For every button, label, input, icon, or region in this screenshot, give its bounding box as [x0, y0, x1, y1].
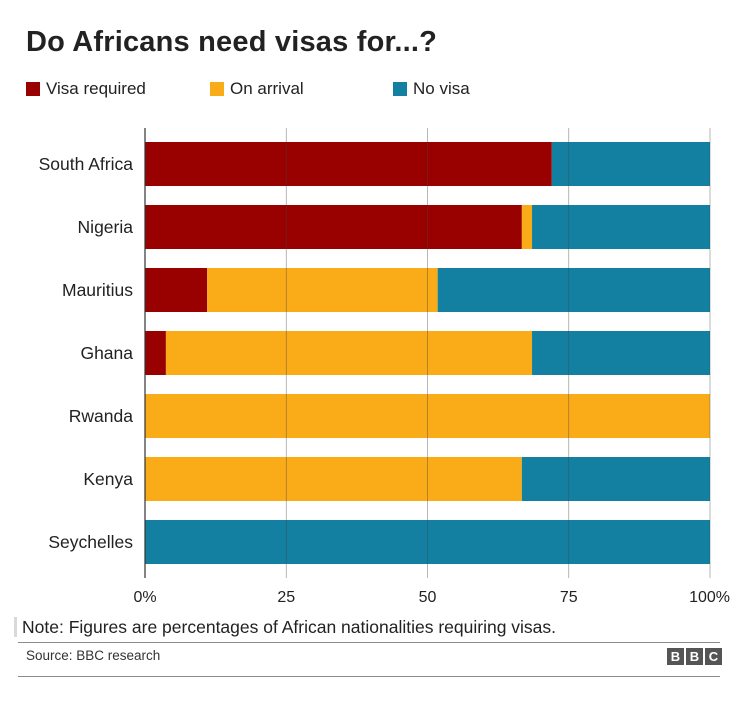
legend-label: No visa: [413, 79, 470, 98]
footer-rule-bottom: [18, 676, 720, 677]
bar-on-arrival: [145, 457, 522, 501]
x-tick-label: 100%: [689, 589, 730, 606]
bbc-logo: B B C: [667, 648, 722, 665]
y-tick-label: Seychelles: [48, 532, 133, 552]
x-tick-label: 50: [419, 589, 437, 606]
bar-no-visa: [521, 457, 710, 501]
legend-swatch: [210, 82, 224, 96]
chart-source: Source: BBC research: [26, 648, 161, 663]
bar-on-arrival: [521, 205, 533, 249]
y-tick-label: Kenya: [83, 469, 133, 489]
legend-item-no-visa: No visa: [393, 79, 470, 99]
chart-note: Note: Figures are percentages of African…: [22, 617, 557, 637]
legend-swatch: [393, 82, 407, 96]
y-tick-label: Rwanda: [69, 406, 133, 426]
note-marker: [14, 617, 17, 637]
bar-on-arrival: [165, 331, 533, 375]
bbc-logo-letter: B: [667, 648, 684, 665]
bar-visa-required: [145, 268, 208, 312]
bar-no-visa: [551, 142, 710, 186]
y-tick-label: Nigeria: [78, 217, 134, 237]
bar-no-visa: [532, 205, 710, 249]
y-tick-label: Mauritius: [62, 280, 133, 300]
bar-visa-required: [145, 142, 552, 186]
legend-swatch: [26, 82, 40, 96]
legend-label: Visa required: [46, 79, 146, 98]
bbc-logo-letter: C: [705, 648, 722, 665]
bbc-logo-letter: B: [686, 648, 703, 665]
bar-no-visa: [532, 331, 710, 375]
bar-visa-required: [145, 205, 522, 249]
x-tick-label: 25: [277, 589, 295, 606]
legend-item-on-arrival: On arrival: [210, 79, 304, 99]
legend-item-visa-required: Visa required: [26, 79, 146, 99]
x-tick-label: 0%: [133, 589, 156, 606]
x-tick-label: 75: [560, 589, 578, 606]
bar-on-arrival: [207, 268, 438, 312]
footer-rule-top: [18, 642, 720, 643]
bar-no-visa: [437, 268, 710, 312]
bar-visa-required: [145, 331, 166, 375]
legend-label: On arrival: [230, 79, 304, 98]
y-tick-label: South Africa: [39, 154, 134, 174]
chart-title: Do Africans need visas for...?: [26, 26, 438, 58]
y-tick-label: Ghana: [80, 343, 133, 363]
